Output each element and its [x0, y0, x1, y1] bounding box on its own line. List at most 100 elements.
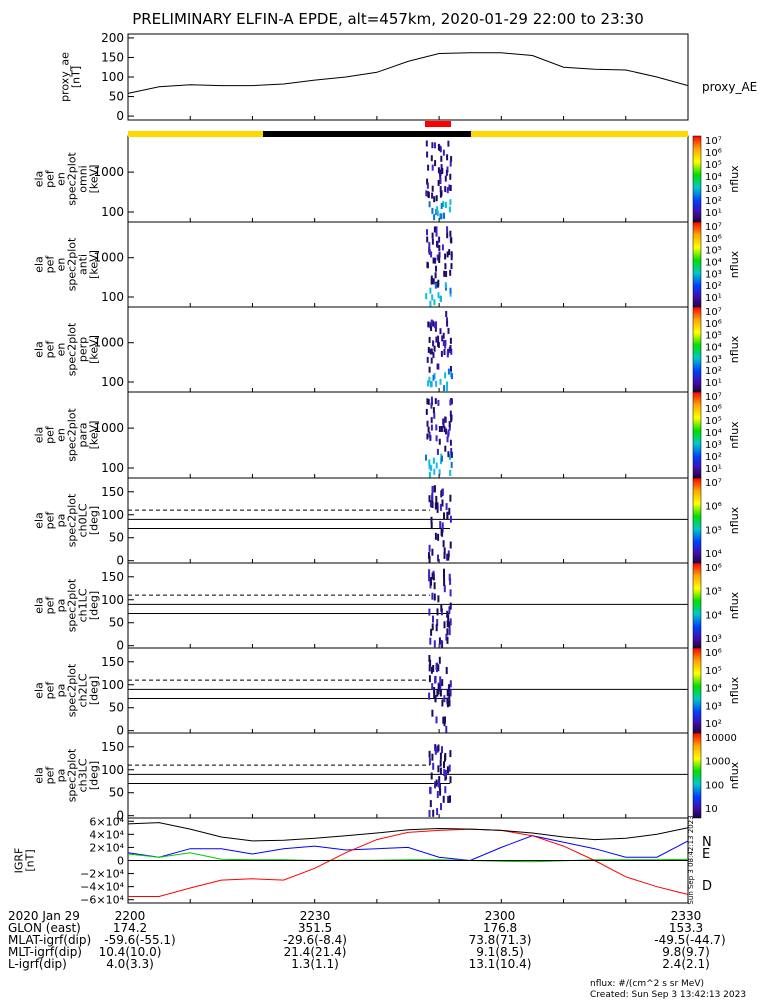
colorbar-label: 10000 — [705, 733, 737, 744]
spectrogram-cell — [438, 469, 441, 476]
footer-value: 351.5 — [298, 921, 332, 935]
spectrogram-cell — [443, 585, 446, 593]
colorbar-label: 10³ — [705, 634, 722, 645]
spectrogram-cell — [444, 445, 447, 452]
spectrogram-cell — [428, 552, 430, 560]
spectrogram-cell — [432, 352, 435, 359]
spectrogram-cell — [449, 337, 452, 344]
colorbar-label: 10⁵ — [705, 246, 722, 257]
spectrogram-cell — [449, 515, 452, 523]
spectrogram-cell — [433, 640, 436, 648]
spectrogram-cell — [429, 287, 432, 294]
spectrogram-cell — [448, 764, 451, 772]
ytick-label: 100 — [101, 290, 124, 304]
ylabel-proxy_ae: proxy_ae[nT] — [59, 52, 83, 102]
panels: proxy_ae[nT]200150100500proxy_AEelapefen… — [13, 31, 758, 907]
spectrogram-cell — [440, 803, 442, 811]
spectrogram-cell — [433, 299, 436, 306]
spectrogram-cell — [430, 402, 433, 409]
footer-value: 21.4(21.4) — [284, 945, 347, 959]
spectrogram-cell — [426, 229, 428, 236]
spectrogram-cell — [434, 744, 437, 752]
spectrogram-cell — [425, 293, 428, 300]
ytick-label: 50 — [109, 616, 124, 630]
ytick-label: 4×10⁴ — [89, 828, 124, 841]
ylabel-line: [keV] — [88, 165, 101, 194]
spectrogram-cell — [444, 786, 447, 794]
ytick-label: 1000 — [93, 251, 124, 265]
footer-value: 2330 — [671, 909, 702, 923]
spectrogram-cell — [435, 226, 438, 233]
spectrogram-cell — [449, 680, 452, 688]
spectrogram-cell — [439, 788, 442, 796]
ylabel-line: ela — [33, 512, 46, 529]
spectrogram-cell — [443, 547, 446, 555]
colorbar-label: 10³ — [705, 440, 722, 451]
spectrogram-cell — [432, 762, 435, 770]
spectrogram-cell — [443, 719, 446, 727]
spectrogram-cell — [441, 679, 444, 687]
spectrogram-cell — [425, 190, 428, 197]
spectrogram-cell — [434, 532, 437, 540]
spectrogram-cell — [437, 292, 440, 299]
spectrogram-cell — [446, 620, 449, 628]
spectrogram-cell — [435, 663, 438, 670]
spectrogram-cell — [436, 241, 439, 248]
spectrogram-cell — [435, 336, 438, 343]
spectrogram-cell — [432, 809, 435, 817]
spectrogram-cell — [446, 381, 448, 388]
spectrogram-cell — [433, 196, 436, 203]
spectrogram-cell — [446, 154, 449, 161]
spectrogram-cell — [427, 380, 430, 387]
ylabel-line: ela — [33, 427, 46, 444]
ylabel-line: [nT] — [24, 849, 37, 871]
spectrogram-cell — [449, 577, 452, 585]
spectrogram-cell — [439, 682, 442, 690]
chart-title: PRELIMINARY ELFIN-A EPDE, alt=457km, 202… — [132, 10, 644, 28]
spectrogram-cell — [442, 149, 445, 156]
spectrogram-cell — [441, 455, 443, 462]
colorbar-label: 10⁵ — [705, 666, 722, 677]
spectrogram-cell — [448, 684, 451, 692]
spectrogram-cell — [442, 422, 445, 428]
spectrogram-cell — [437, 687, 440, 695]
colorbar-strip — [692, 221, 702, 308]
colorbar-strip — [692, 732, 702, 819]
spectrogram-cell — [449, 410, 452, 417]
spectrogram-cell — [426, 178, 429, 185]
ylabel-line: pef — [44, 340, 57, 359]
ylabel-line: pef — [44, 766, 57, 785]
spectrogram-cell — [429, 637, 432, 645]
colorbar-label: 10⁴ — [705, 343, 722, 354]
spectrogram-cell — [435, 435, 438, 442]
spectrogram-cell — [428, 750, 431, 758]
spectrogram-cell — [443, 579, 446, 586]
spectrogram-cell — [447, 140, 450, 147]
panel-frame — [127, 562, 689, 649]
spectrogram-cell — [438, 637, 441, 645]
ylabel-line: en — [55, 172, 68, 186]
ylabel-line: spec2plot — [66, 152, 79, 206]
colorbar-label: 10⁴ — [705, 549, 722, 560]
spectrogram-cell — [443, 695, 446, 703]
spectrogram-cell — [426, 236, 429, 243]
spectrogram-cell — [433, 214, 436, 221]
spectrogram-cell — [428, 692, 431, 700]
spectrogram-cell — [450, 414, 453, 421]
spectrogram-cell — [435, 265, 437, 272]
spectrogram-cell — [430, 578, 432, 586]
colorbar-label: 10⁶ — [705, 404, 722, 415]
spectrogram-cell — [430, 155, 433, 162]
spectrogram-cell — [449, 470, 452, 476]
spectrogram-cell — [428, 810, 431, 817]
panel-frame — [127, 647, 689, 734]
spectrogram-cell — [434, 325, 437, 332]
ylabel-igrf: IGRF[nT] — [13, 848, 37, 874]
panel-frame — [127, 732, 689, 819]
colorbar-label: 10⁷ — [705, 136, 722, 147]
spectrogram-cell — [435, 779, 438, 787]
colorbar-label: 10¹ — [705, 378, 722, 389]
ylabel-line: spec2plot — [66, 493, 79, 547]
spectrogram-cell — [430, 522, 433, 530]
panel-en_spec_omni: elapefenspec2plotomni[keV]1000 100 — [33, 135, 689, 223]
